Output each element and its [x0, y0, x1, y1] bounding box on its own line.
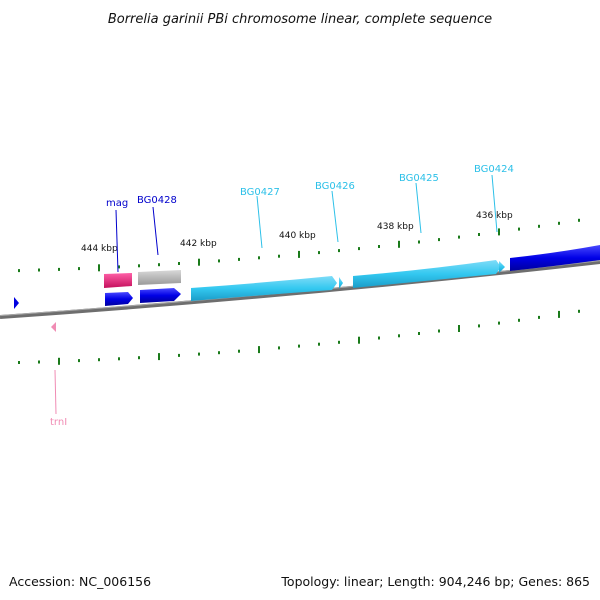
accession-text: Accession: NC_006156 [9, 574, 151, 589]
gene-label-BG0425[interactable]: BG0425 [399, 173, 439, 184]
cds-BG0425[interactable] [353, 260, 501, 288]
scale-label-440kbp: 440 kbp [279, 231, 316, 241]
gene-BG0428-pseudo[interactable] [138, 270, 181, 285]
cds-right-edge[interactable] [510, 245, 600, 271]
leader-BG0425 [415, 182, 422, 234]
scale-label-442kbp: 442 kbp [180, 239, 217, 249]
scale-ticks-lower [18, 309, 580, 365]
gene-label-BG0428[interactable]: BG0428 [137, 195, 177, 206]
strand-marker-left [14, 297, 19, 309]
leader-BG0427 [256, 195, 263, 249]
scale-ticks-upper [18, 218, 580, 273]
cds-BG0427[interactable] [191, 276, 337, 301]
trna-trnI[interactable] [51, 322, 56, 332]
scale-label-444kbp: 444 kbp [81, 244, 118, 254]
cds-BG0424[interactable] [499, 261, 505, 273]
leader-BG0424 [491, 174, 498, 233]
summary-text: Topology: linear; Length: 904,246 bp; Ge… [280, 574, 590, 589]
cds-mag-strand[interactable] [105, 292, 133, 306]
gene-label-mag[interactable]: mag [106, 198, 128, 209]
scale-label-438kbp: 438 kbp [377, 222, 414, 232]
scale-label-436kbp: 436 kbp [476, 211, 513, 221]
gene-label-BG0426[interactable]: BG0426 [315, 181, 355, 192]
leader-BG0428 [152, 206, 159, 256]
cds-BG0428[interactable] [140, 288, 181, 303]
leader-trnI [54, 369, 57, 415]
gene-label-trnI[interactable]: trnI [50, 417, 67, 428]
leader-mag [115, 209, 119, 273]
map-title: Borrelia garinii PBi chromosome linear, … [108, 12, 492, 27]
gene-label-BG0424[interactable]: BG0424 [474, 164, 514, 175]
gene-mag[interactable] [104, 273, 132, 288]
chromosome-backbone [0, 260, 600, 319]
cds-BG0426[interactable] [339, 277, 343, 289]
leader-BG0426 [331, 190, 339, 243]
gene-label-BG0427[interactable]: BG0427 [240, 187, 280, 198]
